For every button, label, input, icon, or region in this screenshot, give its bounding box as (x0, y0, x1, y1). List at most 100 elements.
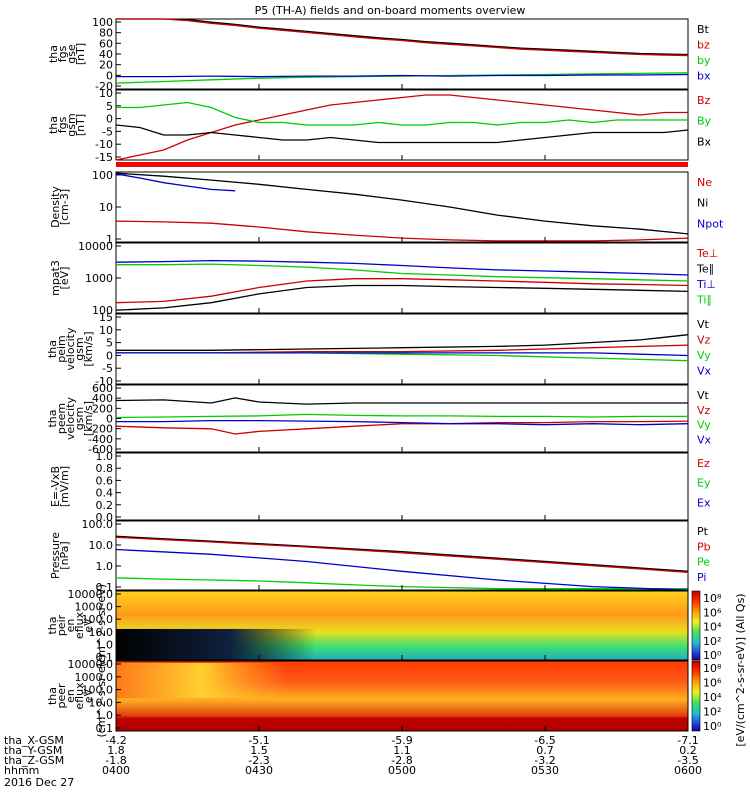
y-axis-label: fgs (56, 116, 69, 133)
y-tick-label: 1000.0 (75, 671, 114, 684)
series-line-Te⊥ (115, 278, 689, 304)
y-axis-label: Pressure (49, 532, 62, 579)
series-line-Vt (115, 397, 688, 405)
x-row-value: 0.7 (536, 744, 554, 757)
colorbar-tick: 10⁴ (703, 691, 722, 704)
panel-frame (115, 171, 689, 243)
panel-frame (115, 242, 689, 314)
y-axis-label: eflux (73, 611, 86, 639)
legend-bx: bx (697, 70, 711, 83)
legend-Vy: Vy (697, 419, 711, 432)
series-line-Vx (116, 352, 689, 357)
legend-Ti⊥: Ti⊥ (696, 278, 716, 291)
series-line-Te∥ (115, 284, 689, 311)
x-row-value: -4.2 (105, 734, 126, 747)
y-axis-label: [cm-3] (58, 189, 71, 225)
y-tick-label: 1 (106, 233, 113, 246)
y-tick-label: 10 (99, 87, 113, 100)
series-line-Vz (116, 344, 689, 354)
x-row-value: -5.9 (391, 734, 412, 747)
x-row-value: 0530 (531, 764, 559, 777)
y-axis-label: tha (46, 687, 59, 705)
y-tick-label: -400 (88, 433, 113, 446)
panels: 100806040200-20thafgsgse[nT]Btbzbybx1050… (46, 16, 724, 738)
y-tick-label: 200 (92, 402, 113, 415)
y-tick-label: 0 (106, 113, 113, 126)
series-line-Bx (115, 124, 689, 144)
y-tick-label: 0.1 (96, 722, 114, 735)
series-line-Vt (116, 334, 689, 351)
y-axis-label: velocity (64, 397, 77, 440)
x-row-value: 1.8 (107, 744, 125, 757)
y-tick-label: 100.0 (82, 613, 114, 626)
y-axis-label: [km/s] (82, 331, 95, 366)
legend-Ez: Ez (697, 457, 710, 470)
y-tick-label: -5 (102, 362, 113, 375)
series-line-Vx (116, 419, 689, 426)
y-axis-label: tha (46, 616, 59, 634)
colorbar-tick: 10⁰ (703, 649, 722, 662)
legend-Vx: Vx (697, 365, 712, 378)
colorbar-tick: 10⁴ (703, 621, 722, 634)
series-line-Bz (115, 94, 688, 161)
y-axis-label: tha (46, 340, 59, 358)
legend-Pi: Pi (697, 571, 706, 584)
y-unit-label: (cm^2-s-sr-eV) (95, 584, 108, 667)
x-row-label: hhmm (4, 764, 39, 777)
x-row-value: -3.2 (534, 754, 555, 767)
legend-Vx: Vx (697, 433, 712, 446)
y-tick-label: 5 (106, 337, 113, 350)
legend-Npot: Npot (697, 217, 724, 230)
y-axis-label: mpat3 (49, 260, 62, 296)
y-tick-label: 100.0 (82, 684, 114, 697)
y-tick-label: 0.4 (96, 487, 114, 500)
y-axis-label: [nT] (74, 114, 87, 136)
y-tick-label: 100 (92, 304, 113, 317)
series-line-Ti⊥ (115, 259, 689, 276)
y-tick-label: 100 (92, 16, 113, 29)
panel-frame (115, 384, 689, 453)
legend-Ey: Ey (697, 477, 711, 490)
series-line-By (116, 101, 688, 126)
y-axis-label: [nT] (74, 43, 87, 65)
y-axis-label: tha (46, 409, 59, 427)
y-tick-label: 1000 (85, 272, 113, 285)
x-date-label: 2016 Dec 27 (4, 776, 74, 789)
colorbar-tick: 10² (703, 706, 721, 719)
y-tick-label: 10.0 (89, 626, 114, 639)
series-line-Bt (116, 18, 689, 56)
y-axis-label: eV (82, 688, 95, 703)
legend-bz: bz (697, 39, 710, 52)
y-tick-label: -15 (95, 151, 113, 164)
spectrogram-early-band (116, 663, 688, 698)
x-row-value: -2.8 (391, 754, 412, 767)
panel-pressure: 100.0 10.0 1.0 0.1 Pressure[nPa] Pt Pb Pe Pi (49, 518, 711, 594)
y-tick-label: -200 (88, 423, 113, 436)
colorbar-strip (691, 590, 701, 661)
x-row-label: tha_X-GSM (4, 734, 64, 747)
y-tick-label: 0.6 (96, 474, 114, 487)
panel-frame (115, 452, 689, 521)
x-row-label: tha_Y-GSM (4, 744, 62, 757)
colorbar-tick: 10⁸ (703, 662, 722, 675)
legend-Te⊥: Te⊥ (696, 247, 718, 260)
legend-by: by (697, 54, 711, 67)
y-axis-label: peir (55, 614, 68, 636)
y-axis-label: gsm (73, 337, 86, 360)
y-unit-label: (cm^2-s-sr-eV) (95, 654, 108, 737)
y-axis-label: E=-VxB (49, 466, 62, 507)
y-axis-label: tha (47, 45, 60, 63)
y-tick-label: 40 (99, 48, 113, 61)
panel-density: 100 10 1 Density[cm-3] Ne Ni Npot (49, 169, 724, 246)
x-row-value: -6.5 (534, 734, 555, 747)
x-row-value: 0.2 (679, 744, 697, 757)
y-tick-label: 60 (99, 37, 113, 50)
x-row-value: 0500 (388, 764, 416, 777)
panel-efield: 1.00.80.60.40.20.0 E=-VxB[mV/m] Ez Ey Ex (49, 450, 711, 524)
y-axis-label: gsm (73, 407, 86, 430)
figure-title: P5 (TH-A) fields and on-board moments ov… (255, 4, 526, 17)
x-row-value: 1.1 (393, 744, 411, 757)
